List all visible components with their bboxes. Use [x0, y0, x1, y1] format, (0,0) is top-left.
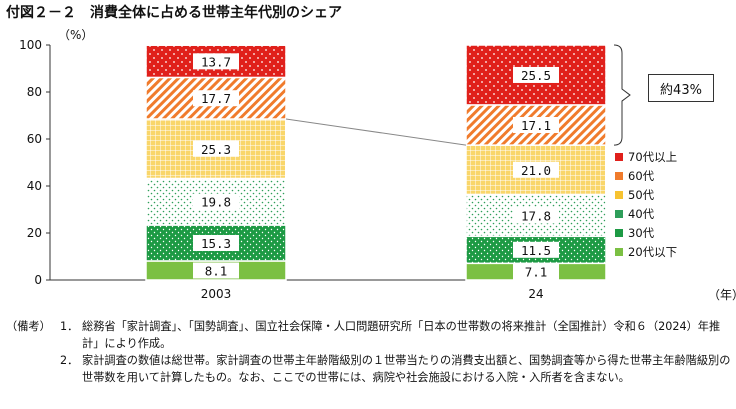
data-label: 11.5 [521, 243, 551, 258]
y-tick-label: 20 [27, 226, 42, 240]
data-label: 17.8 [521, 208, 551, 223]
data-label-box [193, 140, 239, 157]
data-label: 15.3 [201, 236, 231, 251]
note-number: 1． [60, 320, 79, 333]
legend-label: 60代 [628, 168, 655, 183]
share-callout: 約43% [648, 74, 714, 102]
data-label-box [193, 90, 239, 107]
notes: （備考） 1． 総務省「家計調査」、「国勢調査」、国立社会保障・人口問題研究所「… [6, 318, 734, 386]
legend-swatch [614, 227, 624, 238]
notes-head: （備考） [6, 320, 51, 333]
data-label: 25.5 [521, 68, 551, 83]
legend-label: 30代 [628, 225, 655, 240]
legend-swatch [614, 208, 624, 219]
legend: 70代以上 60代 50代 40代 30代 20代以下 [614, 147, 677, 261]
y-axis-unit: （%） [58, 28, 94, 42]
legend-swatch [614, 170, 624, 181]
data-label-box [513, 263, 559, 280]
note-text: 家計調査の数値は総世帯。家計調査の世帯主年齢階級別の１世帯当たりの消費支出額と、… [82, 354, 731, 384]
x-tick-label: 24 [528, 287, 543, 301]
data-label-box [513, 117, 559, 134]
note-row-1: （備考） 1． 総務省「家計調査」、「国勢調査」、国立社会保障・人口問題研究所「… [6, 318, 734, 352]
note-row-2: 2． 家計調査の数値は総世帯。家計調査の世帯主年齢階級別の１世帯当たりの消費支出… [6, 352, 734, 386]
data-label: 19.8 [201, 195, 231, 210]
legend-item-40s: 40代 [614, 204, 677, 223]
data-label-box [513, 161, 559, 178]
stacked-bar-chart: 0 20 40 60 80 100 2003 24 8.1 15.3 19.8 25.3 17.7 13… [19, 38, 631, 301]
y-tick-label: 100 [19, 38, 42, 52]
connector-line [285, 118, 467, 146]
data-label-box [193, 193, 239, 210]
legend-item-50s: 50代 [614, 185, 677, 204]
data-label: 8.1 [205, 263, 228, 278]
note-text: 総務省「家計調査」、「国勢調査」、国立社会保障・人口問題研究所「日本の世帯数の将… [82, 320, 721, 350]
data-label-box [513, 66, 559, 83]
legend-item-20s: 20代以下 [614, 242, 677, 261]
note-number: 2． [60, 354, 79, 367]
data-labels-group: 8.1 15.3 19.8 25.3 17.7 13.7 7.1 11.5 17.8 21.0 17… [193, 53, 559, 280]
data-label: 17.7 [201, 91, 231, 106]
data-label: 21.0 [521, 163, 551, 178]
x-tick-label: 2003 [201, 287, 232, 301]
y-tick-label: 40 [27, 179, 42, 193]
legend-label: 20代以下 [628, 244, 678, 259]
legend-label: 70代以上 [628, 149, 678, 164]
data-label-box [513, 241, 559, 258]
data-label: 13.7 [201, 54, 231, 69]
legend-swatch [614, 189, 624, 200]
y-tick-label: 0 [34, 273, 42, 287]
legend-swatch [614, 151, 624, 162]
legend-swatch [614, 246, 624, 257]
data-label: 17.1 [521, 118, 551, 133]
legend-item-60s: 60代 [614, 166, 677, 185]
y-tick-label: 80 [27, 85, 42, 99]
y-tick-label: 60 [27, 132, 42, 146]
legend-label: 50代 [628, 187, 655, 202]
chart-title: 付図２－２ 消費全体に占める世帯主年代別のシェア [6, 5, 342, 21]
data-label-box [193, 234, 239, 251]
data-label-box [193, 262, 239, 279]
data-label: 25.3 [201, 142, 231, 157]
axes-group: 0 20 40 60 80 100 2003 24 [19, 38, 606, 301]
data-label-box [513, 207, 559, 224]
data-label-box [193, 53, 239, 70]
share-bracket [613, 44, 631, 146]
legend-item-70s: 70代以上 [614, 147, 677, 166]
legend-label: 40代 [628, 206, 655, 221]
data-label: 7.1 [525, 265, 548, 280]
x-axis-unit: （年） [708, 288, 736, 302]
legend-item-30s: 30代 [614, 223, 677, 242]
